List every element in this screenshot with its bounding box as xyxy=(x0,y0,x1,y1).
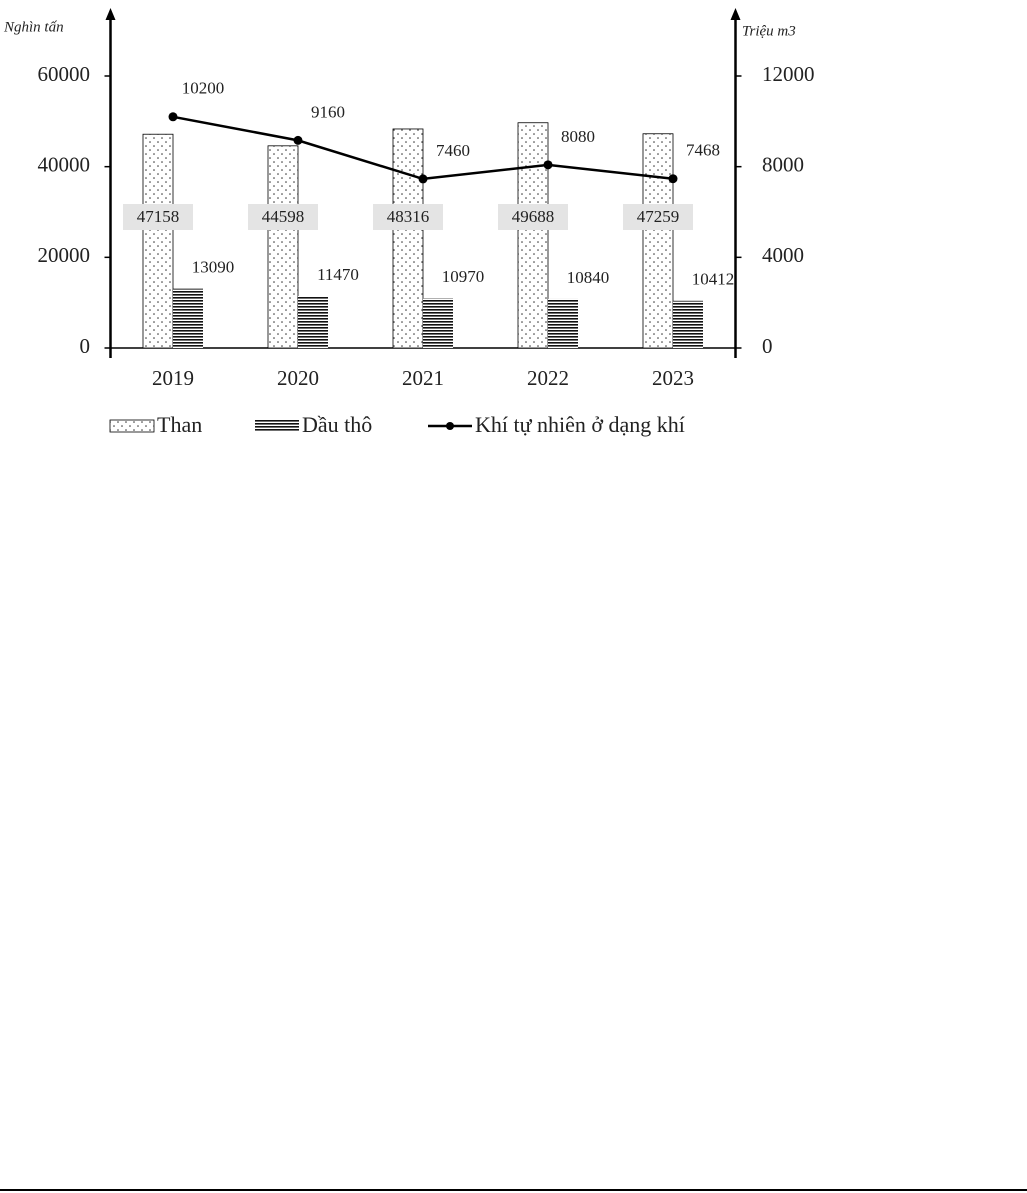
y-tick-label: 40000 xyxy=(38,152,91,176)
y-tick-label: 60000 xyxy=(38,62,91,86)
bar xyxy=(142,133,174,349)
y2-axis-title: Triệu m3 xyxy=(742,23,796,39)
value-label: 47259 xyxy=(637,207,680,226)
y-tick-label: 20000 xyxy=(38,243,91,267)
bar xyxy=(267,145,299,349)
line-point xyxy=(418,174,428,184)
bar xyxy=(673,300,703,348)
bar xyxy=(548,298,578,348)
x-tick-label: 2023 xyxy=(652,366,694,390)
value-label: 10412 xyxy=(692,270,735,289)
value-label: 10970 xyxy=(442,267,485,286)
bar xyxy=(298,296,328,348)
x-tick-label: 2021 xyxy=(402,366,444,390)
value-label-box xyxy=(498,204,568,230)
value-label: 7460 xyxy=(436,141,470,160)
value-label: 10840 xyxy=(567,268,610,287)
y2-axis-arrow xyxy=(730,8,741,20)
y2-tick-label: 4000 xyxy=(762,243,804,267)
y-axis-title: Nghìn tấn xyxy=(3,19,64,35)
value-label-box xyxy=(248,204,318,230)
y-tick-label: 0 xyxy=(80,334,91,358)
value-label-box xyxy=(123,204,193,230)
value-label-box xyxy=(373,204,443,230)
value-label: 9160 xyxy=(311,102,345,121)
value-label-box xyxy=(623,204,693,230)
bar xyxy=(173,288,203,348)
value-label: 13090 xyxy=(192,258,235,277)
legend-label: Dầu thô xyxy=(302,412,372,437)
x-tick-label: 2019 xyxy=(152,366,194,390)
y2-tick-label: 8000 xyxy=(762,152,804,176)
value-label: 47158 xyxy=(137,207,180,226)
x-tick-label: 2020 xyxy=(277,366,319,390)
value-label: 8080 xyxy=(561,127,595,146)
legend-swatch xyxy=(109,419,155,433)
value-label: 7468 xyxy=(686,141,720,160)
y-axis-arrow xyxy=(105,8,116,20)
value-label: 48316 xyxy=(387,207,430,226)
value-label: 10200 xyxy=(182,79,225,98)
value-label: 49688 xyxy=(512,207,555,226)
line-point xyxy=(668,174,678,184)
legend-swatch xyxy=(255,420,299,432)
bar xyxy=(642,133,674,349)
bar xyxy=(517,122,549,349)
bar xyxy=(392,128,424,349)
legend-label: Than xyxy=(157,412,202,437)
line-point xyxy=(543,160,553,170)
bar xyxy=(423,298,453,348)
y2-tick-label: 12000 xyxy=(762,62,815,86)
line-point xyxy=(293,135,303,145)
legend-label: Khí tự nhiên ở dạng khí xyxy=(475,412,685,437)
value-label: 11470 xyxy=(317,265,359,284)
y2-tick-label: 0 xyxy=(762,334,773,358)
x-tick-label: 2022 xyxy=(527,366,569,390)
line-point xyxy=(168,112,178,122)
legend-swatch-dot xyxy=(446,422,454,430)
value-label: 44598 xyxy=(262,207,305,226)
